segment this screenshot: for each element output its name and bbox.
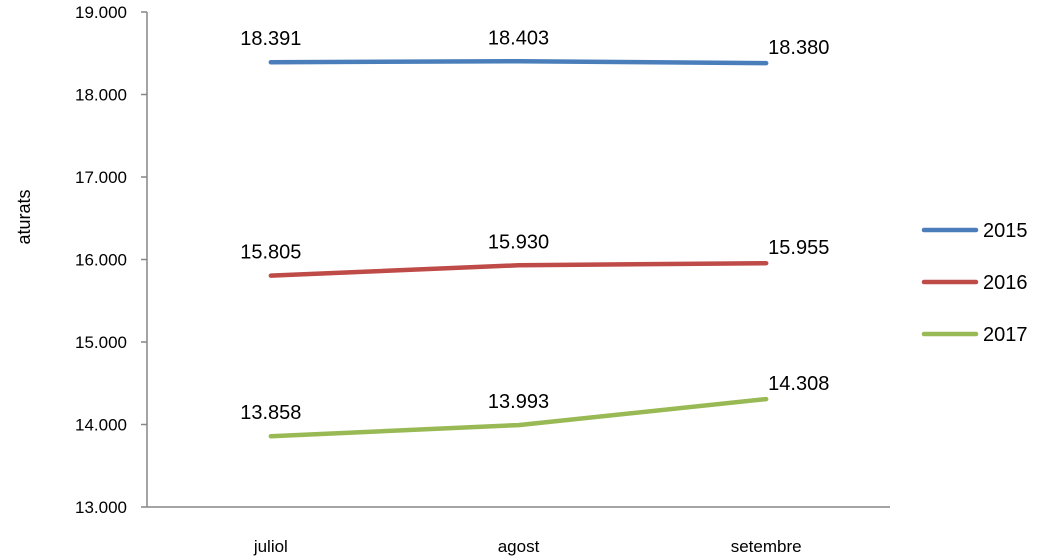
y-tick-label: 14.000 <box>75 416 127 435</box>
x-tick-label: juliol <box>253 537 288 556</box>
data-label: 13.993 <box>488 391 549 413</box>
x-tick-label: agost <box>498 537 540 556</box>
series-line-2015 <box>268 59 769 66</box>
y-tick-label: 16.000 <box>75 251 127 270</box>
legend: 2015 2016 2017 <box>921 220 1028 346</box>
y-axis-title: aturats <box>14 189 34 244</box>
y-tick-label: 18.000 <box>75 86 127 105</box>
series-line-2016 <box>268 260 769 278</box>
x-tick-label: setembre <box>731 537 802 556</box>
legend-label: 2015 <box>983 220 1028 242</box>
data-label: 13.858 <box>240 402 301 424</box>
data-label: 14.308 <box>768 373 829 395</box>
data-label: 15.955 <box>768 237 829 259</box>
series-lines <box>268 59 769 439</box>
legend-label: 2016 <box>983 272 1028 294</box>
y-tick-label: 15.000 <box>75 333 127 352</box>
legend-label: 2017 <box>983 324 1028 346</box>
data-label: 15.805 <box>240 242 301 264</box>
series-line-2017 <box>268 396 769 439</box>
y-tick-label: 13.000 <box>75 498 127 517</box>
axes: 13.000 14.000 15.000 16.000 17.000 18.000 19.0… <box>75 3 890 556</box>
y-tick-label: 19.000 <box>75 3 127 22</box>
data-label: 18.380 <box>768 37 829 59</box>
data-label: 18.403 <box>488 27 549 49</box>
data-labels: 18.391 18.403 18.380 15.805 15.930 15.955 13.8… <box>240 27 829 424</box>
data-label: 18.391 <box>240 28 301 50</box>
y-tick-label: 17.000 <box>75 168 127 187</box>
data-label: 15.930 <box>488 231 549 253</box>
